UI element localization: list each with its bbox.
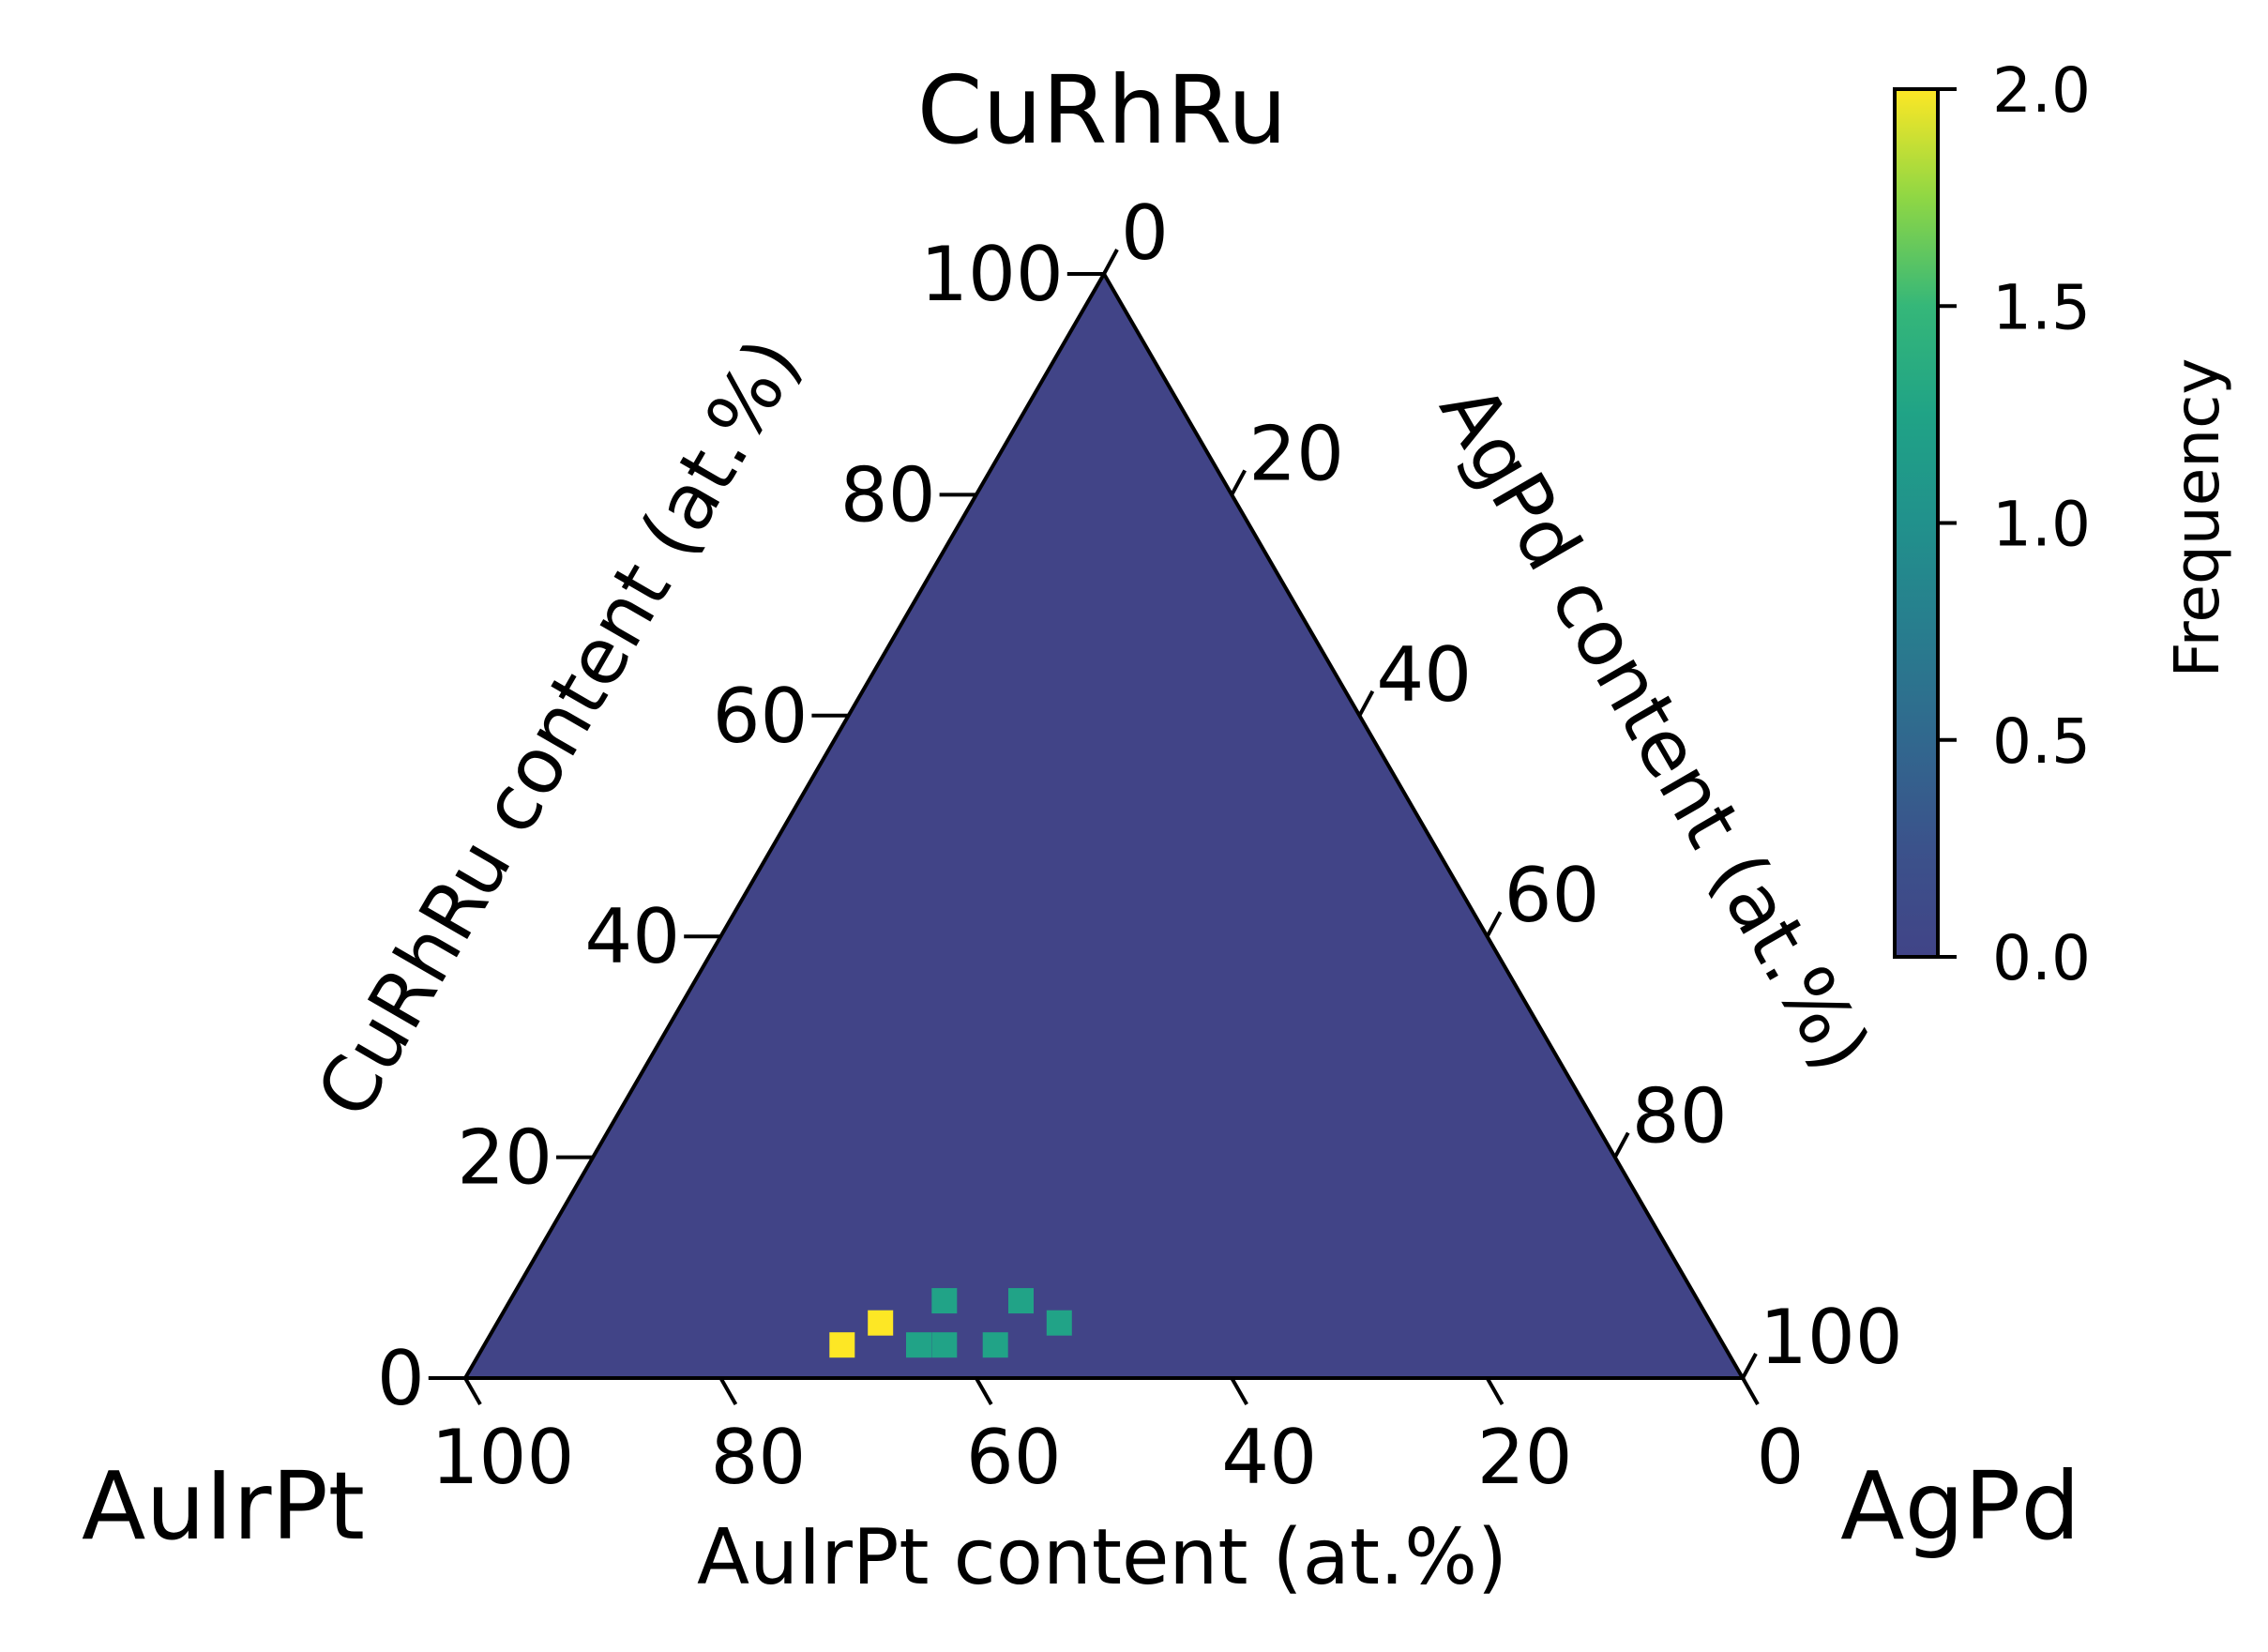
bottom-tick-mark <box>975 1377 993 1405</box>
bottom-tick-mark <box>718 1377 738 1405</box>
left-tick-label: 40 <box>584 893 680 980</box>
right-axis-ticks: 0 20 40 60 80 100 <box>1102 189 1903 1381</box>
colorbar-tick-label: 1.5 <box>1992 271 2091 343</box>
right-tick-label: 0 <box>1121 189 1169 277</box>
bottom-axis-title: AuIrPt content (at.%) <box>697 1513 1507 1602</box>
heatmap-cell <box>931 1332 958 1358</box>
corner-label-top: CuRhRu <box>917 55 1287 165</box>
heatmap-cell <box>906 1332 931 1358</box>
right-tick-mark <box>1613 1131 1630 1159</box>
colorbar-ticks: 0.0 0.5 1.0 1.5 2.0 <box>1938 54 2091 994</box>
heatmap-cell <box>829 1332 855 1358</box>
heatmap-cell <box>982 1332 1008 1358</box>
right-tick-mark <box>1741 1353 1758 1379</box>
bottom-tick-mark <box>1485 1377 1504 1405</box>
colorbar-label: Frequency <box>2161 358 2233 678</box>
right-tick-label: 100 <box>1760 1294 1903 1381</box>
ternary-triangle-outline <box>461 270 1746 1380</box>
bottom-tick-label: 80 <box>711 1414 807 1501</box>
bottom-tick-label: 100 <box>431 1414 575 1501</box>
colorbar-tick-label: 0.0 <box>1992 922 2091 994</box>
right-tick-label: 20 <box>1248 410 1344 497</box>
left-tick-label: 20 <box>457 1114 552 1202</box>
heatmap-cells <box>829 1288 1072 1358</box>
bottom-tick-mark <box>1230 1377 1248 1405</box>
heatmap-cell <box>931 1288 958 1314</box>
bottom-axis-ticks: 100 80 60 40 20 0 <box>431 1377 1805 1501</box>
right-tick-label: 60 <box>1504 852 1600 939</box>
right-tick-mark <box>1102 249 1119 275</box>
bottom-tick-label: 0 <box>1757 1414 1805 1501</box>
colorbar-gradient <box>1893 87 1940 959</box>
left-tick-label: 60 <box>713 673 809 760</box>
left-tick-label: 80 <box>840 451 936 538</box>
bottom-tick-label: 40 <box>1221 1414 1317 1501</box>
left-tick-label: 0 <box>377 1335 425 1422</box>
heatmap-cell <box>868 1310 894 1336</box>
ternary-triangle-fill <box>465 274 1743 1378</box>
colorbar-tick-label: 1.0 <box>1992 489 2091 561</box>
bottom-tick-label: 60 <box>966 1414 1062 1501</box>
bottom-tick-mark <box>1741 1377 1760 1405</box>
right-tick-label: 40 <box>1376 631 1472 719</box>
heatmap-cell <box>1046 1310 1072 1336</box>
corner-label-right: AgPd <box>1840 1451 2080 1561</box>
bottom-tick-mark <box>463 1377 482 1405</box>
colorbar-tick-label: 0.5 <box>1992 705 2091 778</box>
right-tick-mark <box>1485 911 1503 938</box>
left-tick-label: 100 <box>920 231 1064 318</box>
bottom-tick-label: 20 <box>1477 1414 1573 1501</box>
heatmap-cell <box>1008 1288 1034 1314</box>
right-tick-mark <box>1357 690 1375 717</box>
left-axis-ticks: 0 20 40 60 80 100 <box>377 231 1104 1422</box>
corner-label-left: AuIrPt <box>82 1451 365 1561</box>
colorbar-tick-label: 2.0 <box>1992 54 2091 127</box>
right-tick-mark <box>1230 469 1247 496</box>
right-tick-label: 80 <box>1632 1073 1728 1160</box>
